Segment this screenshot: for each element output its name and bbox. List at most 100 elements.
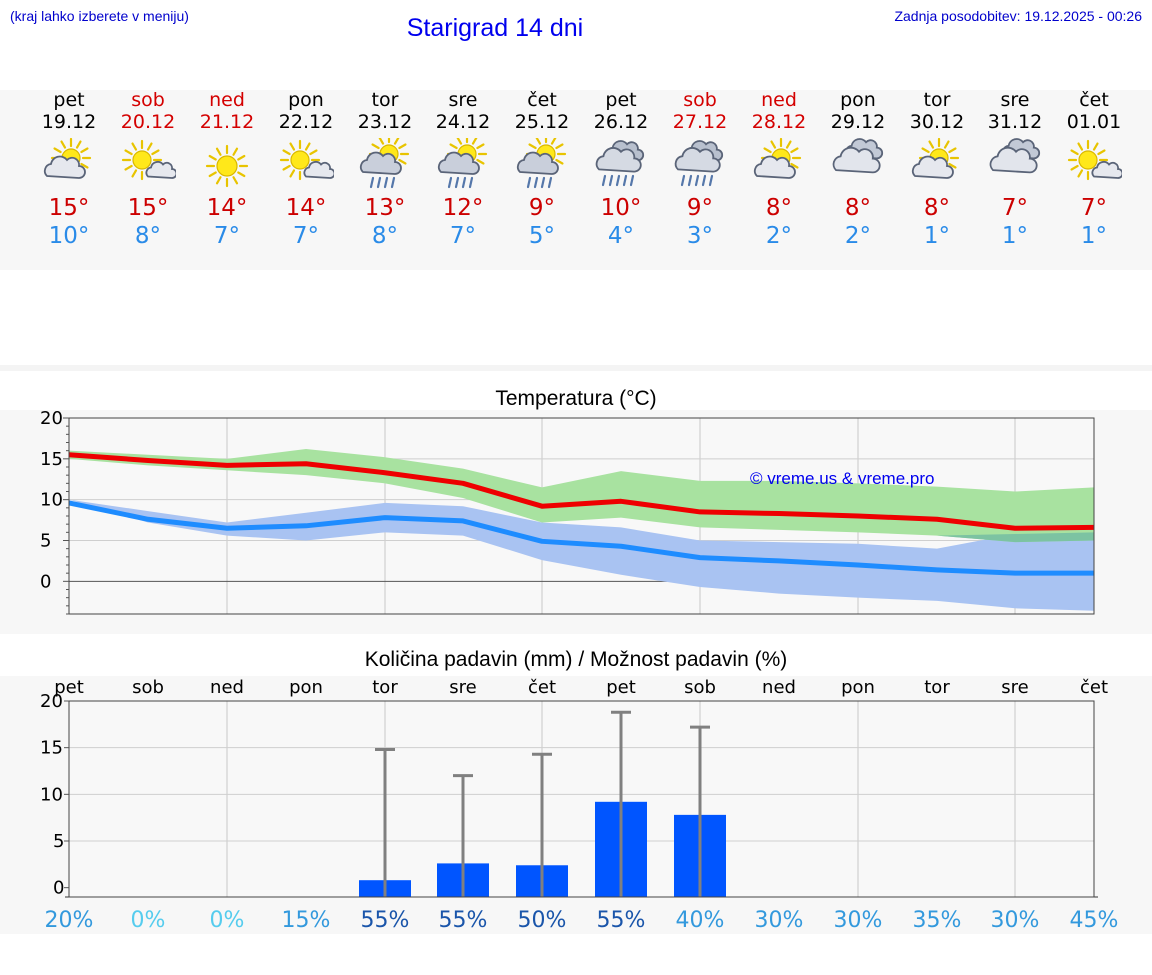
day-column: tor 30.12 8° 1° [897, 90, 977, 250]
day-column: sob 20.12 15° 8° [108, 90, 188, 250]
max-temperature: 9° [686, 195, 714, 221]
max-temperature: 14° [206, 195, 248, 221]
precip-day-label: sre [1001, 677, 1028, 698]
precip-probability: 55% [597, 908, 646, 933]
min-range-band [69, 499, 1094, 611]
min-temperature: 7° [213, 223, 241, 249]
max-temperature: 14° [285, 195, 327, 221]
precip-day-label: sob [684, 677, 716, 698]
precip-day-label: pet [54, 677, 84, 698]
day-date: 28.12 [751, 111, 807, 133]
precip-day-label: pon [289, 677, 323, 698]
day-name: ned [761, 89, 797, 111]
day-date: 20.12 [120, 111, 176, 133]
precip-probability: 20% [45, 908, 94, 933]
daily-forecast-band [0, 90, 1152, 270]
day-name: čet [527, 89, 557, 111]
day-date: 26.12 [593, 111, 649, 133]
day-name: ned [209, 89, 245, 111]
max-temperature: 13° [364, 195, 406, 221]
y-tick-label: 0 [40, 571, 51, 592]
y-tick-label: 15 [40, 738, 63, 759]
day-column: sre 24.12 12° 7° [423, 90, 503, 250]
day-date: 21.12 [199, 111, 255, 133]
day-column: ned 28.12 8° 2° [739, 90, 819, 250]
day-date: 29.12 [830, 111, 886, 133]
day-name: sre [1000, 89, 1030, 111]
precip-probability: 15% [282, 908, 331, 933]
day-name: sre [448, 89, 478, 111]
day-column: sre 31.12 7° 1° [975, 90, 1055, 250]
cloud-rain-icon [595, 140, 645, 187]
y-tick-label: 20 [40, 410, 63, 429]
last-updated: Zadnja posodobitev: 19.12.2025 - 00:26 [894, 8, 1142, 24]
day-column: pet 26.12 10° 4° [581, 90, 661, 250]
precip-day-label: pon [841, 677, 875, 698]
y-tick-label: 20 [40, 691, 63, 712]
temperature-chart-title: Temperatura (°C) [495, 387, 657, 410]
precip-probability: 45% [1070, 908, 1119, 933]
day-date: 22.12 [278, 111, 334, 133]
precip-probability: 40% [676, 908, 725, 933]
y-tick-label: 10 [40, 784, 63, 805]
max-range-band [69, 449, 1094, 543]
day-date: 25.12 [514, 111, 570, 133]
day-date: 19.12 [41, 111, 97, 133]
precip-day-label: čet [1080, 677, 1108, 698]
precip-probability: 35% [913, 908, 962, 933]
day-name: sob [131, 89, 165, 111]
max-temperature: 7° [1001, 195, 1029, 221]
sun-small-cloud-icon [279, 139, 334, 181]
precip-probability: 30% [991, 908, 1040, 933]
min-temperature: 1° [1080, 223, 1108, 249]
min-temperature: 2° [844, 223, 872, 249]
min-temperature: 10° [48, 223, 90, 249]
day-column: pet 19.12 15° 10° [29, 90, 109, 250]
cloud-icon [989, 138, 1041, 174]
min-temperature-line [68, 500, 1094, 576]
precip-day-label: sre [449, 677, 476, 698]
max-temperature: 9° [528, 195, 556, 221]
cloud-icon [832, 138, 884, 174]
cloud-rain-icon [674, 140, 724, 187]
precip-day-label: ned [762, 677, 796, 698]
y-tick-label: 15 [40, 449, 63, 470]
y-tick-label: 0 [53, 878, 64, 899]
min-temperature: 1° [923, 223, 951, 249]
max-temperature: 12° [442, 195, 484, 221]
max-temperature: 10° [600, 195, 642, 221]
max-temperature-line [68, 452, 1095, 531]
day-column: čet 01.01 7° 1° [1054, 90, 1134, 250]
precip-probability: 55% [439, 908, 488, 933]
sun-cloud-icon [753, 138, 802, 179]
sun-cloud-icon [911, 138, 960, 179]
location-hint: (kraj lahko izberete v meniju) [10, 8, 189, 24]
sun-small-cloud-icon [1067, 139, 1122, 181]
day-date: 24.12 [435, 111, 491, 133]
precip-day-label: ned [210, 677, 244, 698]
max-temperature: 8° [844, 195, 872, 221]
precip-day-label: sob [132, 677, 164, 698]
precip-probability: 0% [210, 908, 245, 933]
min-temperature: 3° [686, 223, 714, 249]
day-name: pon [288, 89, 324, 111]
sun-small-cloud-icon [121, 139, 176, 181]
precip-day-label: tor [372, 677, 398, 698]
day-name: tor [371, 89, 399, 111]
temperature-chart: 0 5 10 15 20 © vreme.us & vreme.pro [40, 410, 1095, 615]
day-name: pon [840, 89, 876, 111]
separator [0, 365, 1152, 371]
day-column: tor 23.12 13° 8° [345, 90, 425, 250]
day-name: pet [605, 89, 637, 111]
max-temperature: 8° [765, 195, 793, 221]
min-temperature: 5° [528, 223, 556, 249]
day-date: 23.12 [357, 111, 413, 133]
y-tick-label: 10 [40, 490, 63, 511]
min-temperature: 8° [134, 223, 162, 249]
max-temperature: 15° [127, 195, 169, 221]
precip-probability: 55% [361, 908, 410, 933]
page-title: Starigrad 14 dni [406, 14, 584, 42]
day-column: sob 27.12 9° 3° [660, 90, 740, 250]
day-column: ned 21.12 14° 7° [187, 90, 267, 250]
precip-probability: 50% [518, 908, 567, 933]
